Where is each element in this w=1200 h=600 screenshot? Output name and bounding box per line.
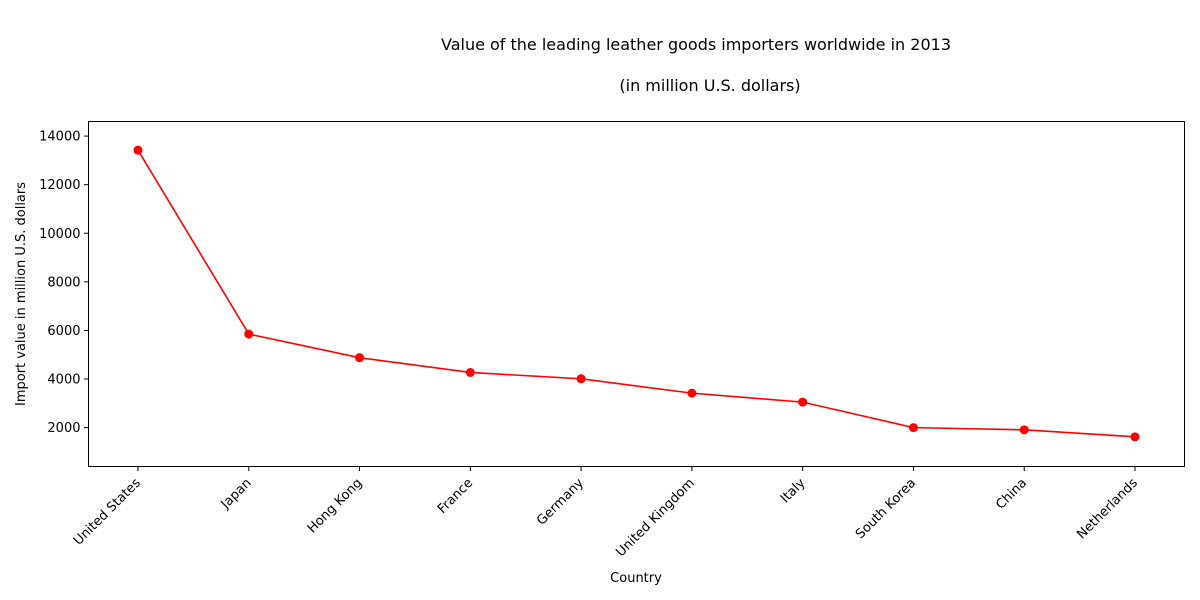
data-point (576, 374, 586, 384)
x-tick-label: Germany (534, 476, 587, 529)
data-point (355, 353, 365, 363)
data-point (244, 329, 254, 339)
y-tick-label: 12000 (39, 178, 80, 193)
data-point (687, 388, 697, 398)
x-axis-label: Country (610, 571, 662, 586)
x-tick-label: South Korea (853, 476, 919, 542)
x-axis: United States Japan Hong Kong France Germany… (71, 466, 1141, 560)
y-tick-label: 2000 (47, 421, 80, 436)
data-point (1130, 432, 1140, 442)
x-tick-label: Netherlands (1074, 476, 1141, 543)
data-point (908, 423, 918, 433)
y-tick-label: 6000 (47, 324, 80, 339)
chart-subtitle: (in million U.S. dollars) (619, 76, 800, 95)
series-line (137, 149, 1136, 438)
data-point (133, 145, 143, 155)
x-tick-label: United States (71, 476, 144, 549)
y-axis: 2000 4000 6000 8000 10000 12000 14000 (39, 130, 89, 436)
y-tick-label: 4000 (47, 373, 80, 388)
x-tick-label: China (993, 476, 1030, 513)
x-tick-label: Hong Kong (305, 476, 366, 537)
x-tick-label: Italy (778, 476, 809, 507)
y-tick-label: 10000 (39, 227, 80, 242)
chart-title: Value of the leading leather goods impor… (441, 35, 951, 54)
x-tick-label: United Kingdom (613, 476, 697, 560)
data-point (1019, 425, 1029, 435)
data-point (798, 397, 808, 407)
series-layer (133, 145, 1140, 442)
y-axis-label: Import value in million U.S. dollars (14, 182, 29, 406)
y-tick-label: 14000 (39, 130, 80, 145)
y-tick-label: 8000 (47, 275, 80, 290)
x-tick-label: France (435, 476, 476, 517)
plot-area-frame (88, 121, 1185, 467)
x-tick-label: Japan (218, 476, 255, 513)
data-point (465, 367, 475, 377)
